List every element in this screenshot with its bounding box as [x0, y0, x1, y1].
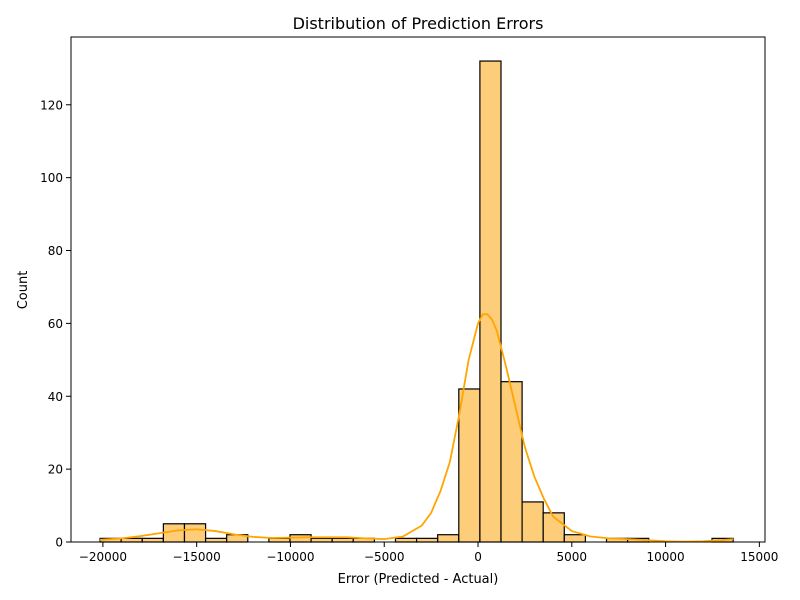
histogram-bar	[415, 537, 439, 543]
x-tick-label: 5000	[557, 550, 588, 564]
x-tick-label: 10000	[646, 550, 684, 564]
x-tick-label: −15000	[173, 550, 221, 564]
x-ticks: −20000 −15000 −10000 −5000 0 5000 10000 15000	[79, 542, 778, 564]
y-tick-label: 40	[48, 390, 63, 404]
histogram-bar	[458, 388, 481, 543]
y-ticks: 0 20 40 60 80 100 120	[40, 98, 71, 550]
histogram-bar	[310, 537, 333, 543]
chart-title: Distribution of Prediction Errors	[293, 14, 544, 33]
x-tick-label: −5000	[364, 550, 405, 564]
bars-layer	[99, 60, 734, 543]
y-tick-label: 120	[40, 98, 63, 112]
x-tick-label: 0	[474, 550, 482, 564]
x-tick-label: −10000	[266, 550, 314, 564]
y-tick-label: 60	[48, 317, 63, 331]
histogram-bar	[183, 523, 207, 543]
x-tick-label: −20000	[79, 550, 127, 564]
histogram-bar	[268, 537, 291, 543]
x-axis-label: Error (Predicted - Actual)	[338, 572, 499, 587]
histogram-bar	[521, 501, 544, 543]
x-tick-label: 15000	[740, 550, 778, 564]
histogram-bar	[394, 537, 418, 543]
histogram-bar	[141, 537, 164, 543]
y-tick-label: 80	[48, 244, 63, 258]
histogram-bar	[479, 60, 502, 543]
plot-frame	[70, 36, 766, 543]
y-axis-label: Count	[16, 271, 31, 310]
histogram-bar	[500, 381, 523, 543]
histogram-bar	[331, 537, 354, 543]
axes-layer	[70, 36, 766, 543]
histogram-bar	[563, 534, 586, 543]
histogram-bar	[437, 534, 460, 543]
kde-line	[100, 313, 734, 543]
y-tick-label: 20	[48, 463, 63, 477]
kde-layer	[100, 313, 734, 543]
y-tick-label: 0	[55, 536, 63, 550]
histogram-bar	[204, 537, 228, 543]
y-tick-label: 100	[40, 171, 63, 185]
